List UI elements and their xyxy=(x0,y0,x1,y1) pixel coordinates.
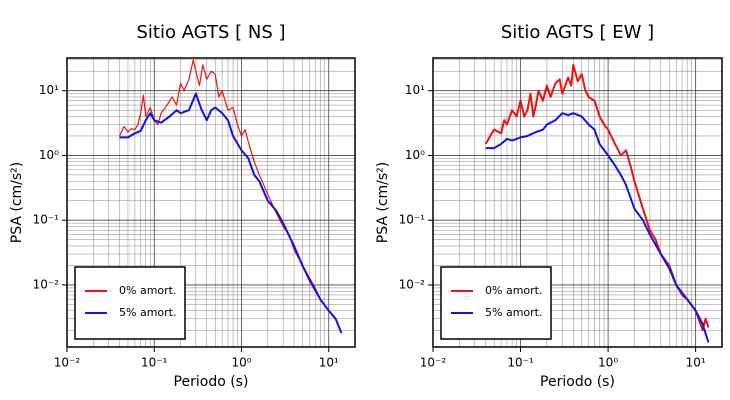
plot-frame xyxy=(66,57,356,348)
panel: 10⁻² 10⁻¹ 10⁰ 10¹ 10⁻² 10⁻¹ 10⁰ 10¹ Sitio AGTS [… xyxy=(375,22,723,390)
y-tick-label: 10⁻² xyxy=(399,277,426,291)
y-tick-label: 10⁻¹ xyxy=(399,213,426,227)
y-tick-label: 10⁰ xyxy=(405,148,425,162)
series-line xyxy=(485,112,710,343)
y-tick-label: 10¹ xyxy=(39,83,59,97)
x-tick-label: 10⁻¹ xyxy=(141,356,168,370)
x-axis-label: Periodo (s) xyxy=(540,374,615,390)
series-line xyxy=(119,92,343,334)
x-tick-label: 10⁻² xyxy=(54,356,81,370)
legend-label: 5% amort. xyxy=(119,306,176,319)
y-tick-label: 10⁻² xyxy=(33,277,60,291)
y-axis-label: PSA (cm/s²) xyxy=(375,162,391,244)
chart-title: Sitio AGTS [ EW ] xyxy=(501,22,654,43)
plot-frame xyxy=(432,57,723,348)
x-tick-label: 10¹ xyxy=(319,356,339,370)
panel: 10⁻² 10⁻¹ 10⁰ 10¹ 10⁻² 10⁻¹ 10⁰ 10¹ Sitio AGTS [… xyxy=(9,22,356,390)
y-tick-label: 10⁰ xyxy=(39,148,59,162)
y-axis-label: PSA (cm/s²) xyxy=(9,162,25,244)
chart-title: Sitio AGTS [ NS ] xyxy=(136,22,285,43)
legend-label: 0% amort. xyxy=(119,284,176,297)
y-tick-label: 10¹ xyxy=(405,83,425,97)
x-axis-label: Periodo (s) xyxy=(174,374,249,390)
x-tick-label: 10¹ xyxy=(686,356,706,370)
x-tick-label: 10⁰ xyxy=(231,356,251,370)
x-tick-label: 10⁻² xyxy=(420,356,447,370)
legend-box xyxy=(74,266,186,340)
x-tick-label: 10⁻¹ xyxy=(507,356,534,370)
y-tick-label: 10⁻¹ xyxy=(33,213,60,227)
legend-box xyxy=(440,266,552,340)
legend-label: 0% amort. xyxy=(485,284,542,297)
x-tick-label: 10⁰ xyxy=(598,356,618,370)
legend-label: 5% amort. xyxy=(485,306,542,319)
